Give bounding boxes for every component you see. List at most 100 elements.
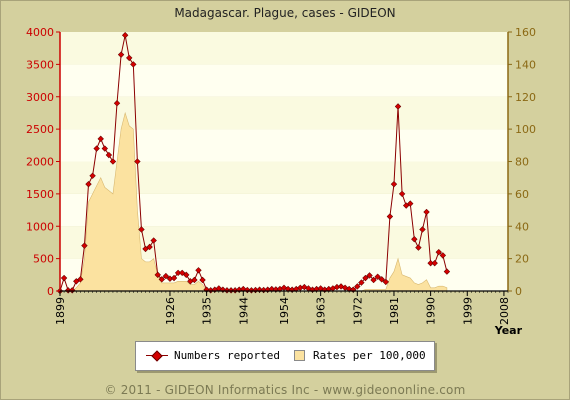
cases-point	[146, 243, 153, 251]
cases-point	[89, 172, 96, 179]
cases-point	[178, 269, 186, 277]
cases-point	[227, 287, 235, 294]
chart-title: Madagascar. Plague, cases - GIDEON	[174, 6, 396, 20]
x-tick-label: 1972	[351, 297, 364, 325]
x-tick-label: 1999	[461, 297, 474, 325]
cases-point	[191, 276, 198, 284]
cases-point	[105, 151, 113, 159]
cases-point	[77, 276, 84, 283]
cases-point	[207, 287, 214, 294]
plot-band	[60, 32, 508, 65]
cases-point	[402, 202, 410, 209]
right-tick-label: 120	[515, 91, 536, 104]
cases-point	[158, 276, 166, 283]
x-tick-label: 1954	[278, 297, 291, 325]
cases-point	[109, 158, 117, 165]
cases-point	[231, 287, 239, 294]
left-tick-label: 3000	[26, 91, 54, 104]
x-tick-label: 1899	[54, 297, 67, 325]
cases-point	[431, 259, 438, 267]
cases-point	[195, 267, 202, 274]
cases-point	[174, 269, 182, 277]
right-tick-label: 40	[515, 220, 529, 233]
x-axis-title: Year	[494, 324, 523, 337]
right-tick-label: 60	[515, 188, 529, 201]
right-tick-label: 100	[515, 123, 536, 136]
cases-point	[333, 283, 341, 291]
cases-point	[374, 273, 381, 280]
cases-point	[60, 274, 68, 282]
cases-point	[223, 287, 231, 294]
cases-point	[248, 287, 255, 294]
x-tick-label: 1981	[388, 297, 401, 325]
cases-point	[386, 213, 394, 220]
left-tick-label: 0	[47, 285, 54, 298]
cases-point	[183, 271, 190, 278]
cases-point	[170, 274, 178, 282]
cases-point	[154, 271, 161, 278]
x-tick-label: 1926	[164, 297, 177, 325]
x-tick-label: 1935	[201, 297, 214, 325]
right-tick-label: 80	[515, 156, 529, 169]
cases-point	[394, 103, 402, 110]
plot-band	[60, 64, 508, 97]
cases-point	[93, 145, 100, 152]
right-tick-label: 140	[515, 58, 536, 71]
cases-point	[378, 276, 385, 283]
cases-point	[423, 208, 430, 216]
cases-point	[297, 284, 304, 291]
left-tick-label: 3500	[26, 58, 54, 71]
x-tick-label: 2008	[498, 297, 511, 325]
axes-layer: 0 500 1000 1500 2000 2500 3000 3500 4000 0 20 40 60 8…	[26, 26, 536, 337]
cases-point	[390, 180, 398, 188]
cases-point	[415, 244, 422, 251]
legend-rates-label: Rates per 100,000	[313, 349, 426, 362]
cases-point	[150, 237, 157, 244]
cases-point	[407, 200, 414, 207]
legend: Numbers reported Rates per 100,000	[135, 341, 435, 371]
cases-point	[81, 242, 88, 249]
cases-point	[117, 51, 125, 58]
right-tick-label: 0	[515, 285, 522, 298]
cases-point	[382, 278, 390, 286]
x-tick-label: 1944	[237, 297, 250, 325]
cases-point	[362, 274, 369, 282]
cases-point	[358, 279, 365, 286]
legend-cases-label: Numbers reported	[174, 349, 280, 362]
copyright-notice: © 2011 - GIDEON Informatics Inc - www.gi…	[104, 383, 466, 397]
legend-cases-marker-icon	[146, 349, 168, 362]
cases-point	[398, 190, 406, 198]
cases-point	[162, 272, 170, 280]
cases-point	[439, 252, 447, 259]
cases-point	[370, 276, 377, 284]
legend-item-cases: Numbers reported	[146, 349, 280, 362]
left-tick-label: 4000	[26, 26, 54, 39]
legend-rates-swatch-icon	[294, 350, 305, 361]
cases-point	[138, 226, 145, 233]
left-tick-label: 500	[33, 253, 54, 266]
right-tick-label: 160	[515, 26, 536, 39]
x-tick-label: 1963	[315, 297, 328, 325]
cases-point	[69, 287, 76, 294]
cases-point	[199, 276, 206, 284]
cases-point	[435, 248, 442, 256]
cases-point	[443, 268, 451, 275]
left-tick-label: 1000	[26, 220, 54, 233]
cases-point	[64, 287, 72, 294]
cases-point	[166, 275, 174, 282]
cases-point	[97, 135, 104, 143]
left-tick-label: 2000	[26, 156, 54, 169]
cases-point	[354, 283, 361, 290]
cases-point	[85, 180, 92, 188]
right-tick-label: 20	[515, 253, 529, 266]
left-tick-label: 1500	[26, 188, 54, 201]
cases-point	[130, 61, 137, 68]
cases-point	[411, 236, 418, 243]
cases-point	[113, 100, 121, 107]
cases-point	[134, 158, 141, 165]
legend-item-rates: Rates per 100,000	[294, 349, 426, 362]
cases-point	[126, 54, 133, 62]
x-tick-label: 1990	[425, 297, 438, 325]
cases-point	[142, 245, 149, 253]
